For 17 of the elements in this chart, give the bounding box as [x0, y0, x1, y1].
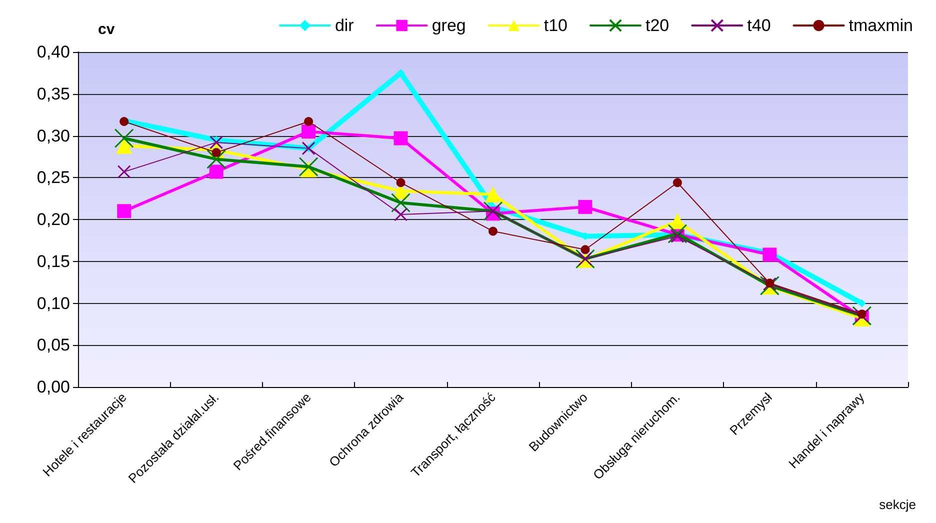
y-tick-label: 0,10	[36, 294, 70, 313]
legend-label: t10	[544, 16, 568, 35]
legend-label: greg	[432, 16, 466, 35]
legend-label: t40	[747, 16, 771, 35]
y-tick-label: 0,05	[36, 336, 70, 355]
y-tick-label: 0,35	[36, 84, 70, 104]
y-tick-label: 0,25	[36, 168, 70, 188]
legend-label: t20	[646, 16, 670, 35]
y-tick-label: 0,00	[36, 378, 70, 396]
y-tick-label: 0,30	[36, 126, 70, 146]
y-tick-label: 0,40	[36, 42, 70, 62]
legend-label: tmaxmin	[848, 16, 914, 35]
legend-label: dir	[334, 16, 354, 35]
y-axis-title: cv	[98, 21, 116, 38]
y-tick-label: 0,15	[36, 252, 70, 271]
x-axis-title: sekcje	[879, 497, 916, 512]
y-tick-label: 0,20	[36, 210, 70, 229]
